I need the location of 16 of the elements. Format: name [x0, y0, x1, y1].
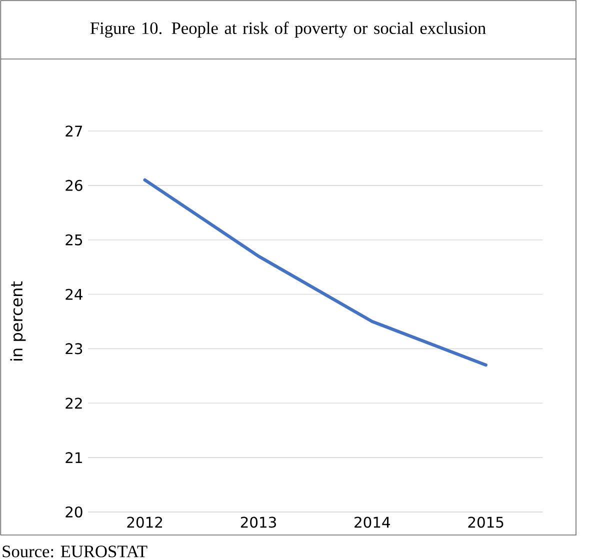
y-tick-label: 21	[66, 452, 82, 463]
x-tick-label: 2014	[354, 516, 390, 528]
y-axis-title: in percent	[10, 281, 26, 360]
source-note: Source: EUROSTAT	[2, 546, 148, 558]
line-series	[143, 178, 488, 367]
y-tick-label: 22	[66, 398, 82, 409]
y-tick-label: 26	[66, 180, 82, 191]
x-tick-label: 2013	[240, 516, 276, 528]
y-tick-label: 24	[66, 288, 82, 300]
x-tick-label: 2015	[468, 516, 504, 528]
chart-title: Figure 10. People at risk of poverty or social exclusion	[90, 22, 486, 38]
y-tick-label: 25	[66, 234, 82, 246]
y-tick-label: 27	[66, 126, 82, 136]
x-tick-label: 2012	[127, 516, 162, 528]
y-tick-label: 20	[66, 506, 82, 518]
y-tick-label: 23	[66, 343, 82, 354]
